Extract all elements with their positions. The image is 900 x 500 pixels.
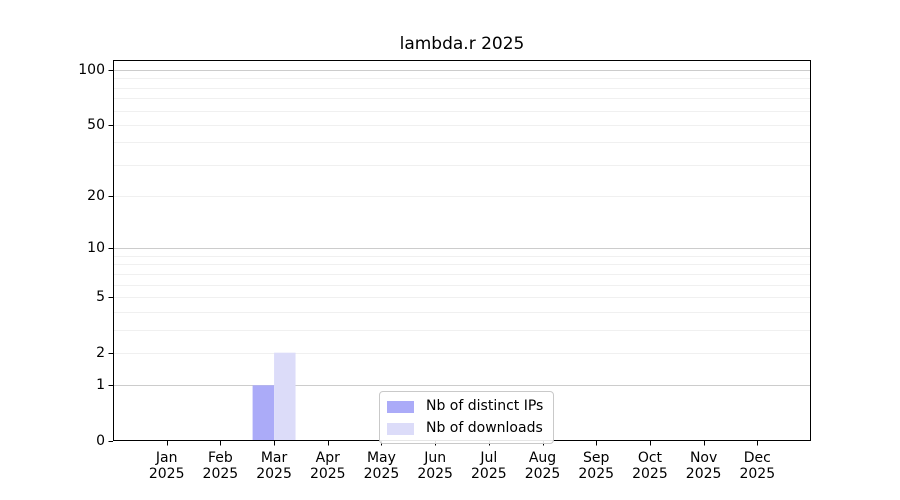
- x-tick-label-dec: Dec 2025: [739, 450, 776, 482]
- legend-label-distinct-ips: Nb of distinct IPs: [426, 398, 544, 414]
- legend-label-downloads: Nb of downloads: [426, 420, 543, 436]
- x-tick-label-jul: Jul 2025: [471, 450, 507, 482]
- x-tick-label-may: May 2025: [363, 450, 400, 482]
- x-tick-label-apr: Apr 2025: [309, 450, 346, 482]
- x-tick-label-nov: Nov 2025: [685, 450, 722, 482]
- legend: Nb of distinct IPs Nb of downloads: [379, 391, 555, 444]
- legend-item-downloads: Nb of downloads: [387, 419, 543, 438]
- x-tick-label-jan: Jan 2025: [148, 450, 185, 482]
- y-tick-label: 2: [96, 344, 105, 361]
- plot-area: [108, 60, 811, 446]
- x-tick-label-feb: Feb 2025: [202, 450, 239, 482]
- y-tick-label: 0: [96, 433, 105, 449]
- x-tick-label-jun: Jun 2025: [417, 450, 453, 482]
- y-tick-label: 10: [87, 240, 105, 257]
- chart-canvas: [108, 60, 811, 446]
- y-tick-label: 20: [87, 188, 105, 205]
- legend-swatch-downloads: [387, 422, 414, 435]
- x-tick-label-sep: Sep 2025: [578, 450, 615, 482]
- plot-border: [113, 60, 811, 441]
- y-tick-label: 50: [87, 116, 105, 133]
- x-tick-label-aug: Aug 2025: [524, 450, 561, 482]
- legend-swatch-distinct-ips: [387, 400, 414, 413]
- bar-mar-distinct-ips: [252, 385, 275, 441]
- y-tick-label: 1: [96, 377, 105, 394]
- x-tick-label-mar: Mar 2025: [256, 450, 292, 482]
- x-tick-label-oct: Oct 2025: [632, 450, 668, 482]
- y-tick-label: 100: [78, 62, 105, 78]
- y-tick-label: 5: [96, 288, 105, 305]
- chart-title: lambda.r 2025: [399, 34, 525, 54]
- legend-item-distinct-ips: Nb of distinct IPs: [387, 397, 543, 416]
- bar-mar-downloads: [274, 352, 296, 441]
